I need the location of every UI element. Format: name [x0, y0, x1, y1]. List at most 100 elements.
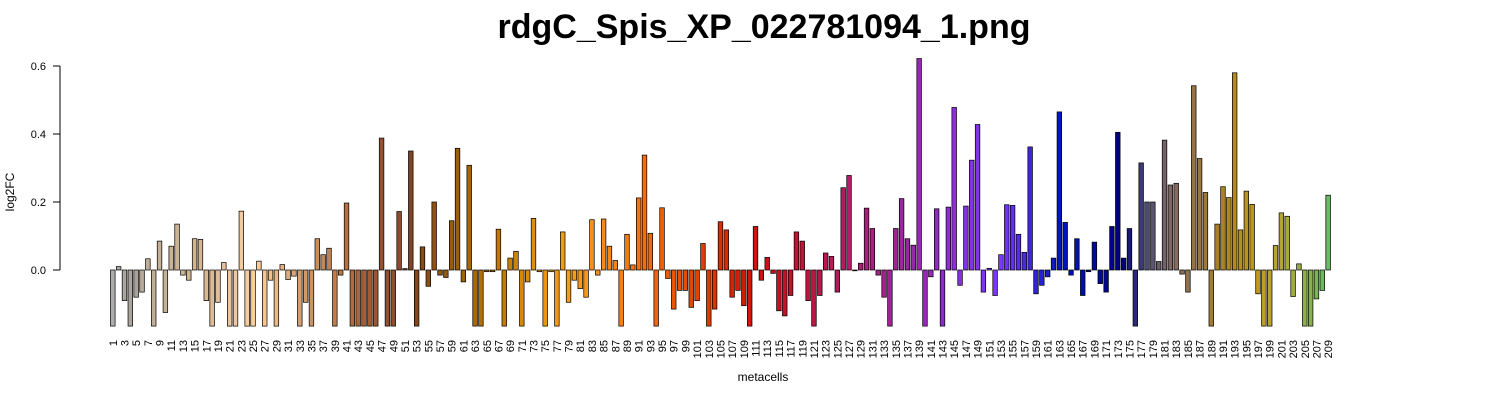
x-tick-label: 55 [423, 340, 435, 352]
bar-metacell-209 [1325, 194, 1331, 271]
bar-metacell-154 [1004, 204, 1010, 271]
x-tick-label: 63 [470, 340, 482, 352]
bar-metacell-120 [805, 269, 811, 301]
bar-metacell-172 [1109, 226, 1115, 271]
bar-metacell-124 [828, 256, 835, 271]
bar-metacell-34 [302, 269, 309, 303]
x-tick-label: 121 [809, 340, 821, 358]
bar-metacell-196 [1249, 204, 1255, 271]
x-tick-label: 163 [1054, 340, 1066, 358]
bar-metacell-41 [343, 202, 350, 271]
bar-metacell-38 [326, 247, 332, 271]
bar-metacell-18 [209, 269, 215, 327]
bar-metacell-164 [1062, 222, 1068, 271]
bar-metacell-20 [221, 262, 227, 271]
bar-metacell-151 [986, 267, 992, 271]
bar-metacell-4 [127, 269, 133, 327]
bar-metacell-171 [1103, 269, 1109, 293]
bar-metacell-139 [916, 58, 922, 271]
x-tick-label: 89 [622, 340, 634, 352]
bar-metacell-143 [939, 269, 946, 327]
x-tick-label: 181 [1160, 340, 1172, 358]
x-tick-label: 177 [1136, 340, 1148, 358]
bar-metacell-53 [413, 269, 420, 327]
bar-metacell-79 [565, 269, 572, 303]
bar-metacell-141 [928, 269, 934, 278]
x-tick-label: 191 [1218, 340, 1230, 358]
x-tick-label: 203 [1288, 340, 1300, 358]
bar-metacell-93 [647, 232, 654, 271]
bar-metacell-92 [641, 154, 648, 271]
bar-metacell-134 [887, 269, 893, 327]
bar-metacell-55 [425, 269, 431, 287]
bar-metacell-63 [472, 269, 478, 327]
bar-metacell-82 [583, 269, 589, 298]
x-tick-label: 207 [1311, 340, 1323, 358]
bar-metacell-9 [156, 240, 163, 271]
bar-metacell-46 [373, 269, 379, 327]
bar-metacell-99 [682, 269, 689, 291]
x-tick-label: 19 [213, 340, 225, 352]
bar-metacell-43 [355, 269, 361, 327]
bar-metacell-30 [279, 264, 285, 271]
bar-metacell-131 [869, 228, 876, 271]
x-tick-label: 155 [1008, 340, 1020, 358]
x-tick-label: 1 [108, 340, 120, 346]
bar-metacell-158 [1027, 146, 1033, 271]
x-tick-label: 45 [365, 340, 377, 352]
bar-metacell-94 [653, 269, 659, 327]
x-tick-label: 135 [891, 340, 903, 358]
x-tick-label: 193 [1230, 340, 1242, 358]
bar-metacell-17 [203, 269, 209, 301]
x-tick-label: 21 [225, 340, 237, 352]
bar-metacell-73 [530, 217, 537, 271]
bar-metacell-72 [524, 269, 531, 283]
bar-metacell-25 [250, 269, 256, 327]
bar-metacell-126 [840, 187, 846, 271]
bar-metacell-107 [729, 269, 735, 298]
bar-metacell-113 [764, 257, 770, 271]
x-tick-label: 165 [1066, 340, 1078, 358]
bar-metacell-145 [951, 107, 957, 271]
x-tick-label: 199 [1265, 340, 1277, 358]
x-tick-label: 81 [575, 340, 587, 352]
bar-metacell-7 [145, 258, 151, 271]
bar-metacell-85 [600, 218, 607, 271]
bar-metacell-15 [191, 238, 198, 271]
x-tick-label: 85 [599, 340, 611, 352]
bar-metacell-198 [1261, 269, 1267, 327]
x-tick-label: 115 [774, 340, 786, 358]
bar-metacell-22 [232, 269, 239, 327]
x-tick-label: 149 [973, 340, 985, 358]
bar-metacell-111 [752, 226, 759, 271]
bar-metacell-178 [1144, 201, 1150, 271]
bar-metacell-10 [162, 269, 169, 313]
bar-metacell-32 [291, 269, 297, 277]
bar-metacell-147 [963, 205, 969, 271]
x-tick-label: 173 [1113, 340, 1125, 358]
bar-metacell-112 [758, 269, 765, 281]
bar-metacell-54 [419, 246, 426, 271]
bar-metacell-185 [1185, 269, 1191, 293]
x-tick-label: 73 [529, 340, 541, 352]
bar-metacell-5 [133, 269, 139, 298]
x-tick-label: 107 [727, 340, 739, 358]
bar-metacell-129 [858, 262, 864, 271]
bar-metacell-86 [606, 245, 613, 271]
bar-metacell-90 [630, 264, 636, 271]
x-tick-label: 147 [961, 340, 973, 358]
x-tick-label: 125 [832, 340, 844, 358]
bar-metacell-51 [402, 268, 408, 271]
x-tick-label: 113 [762, 340, 774, 358]
bar-metacell-150 [980, 269, 987, 293]
bar-metacell-35 [308, 269, 315, 327]
bar-metacell-153 [998, 254, 1004, 271]
bar-metacell-203 [1290, 269, 1296, 297]
x-tick-label: 97 [669, 340, 681, 352]
bar-metacell-60 [454, 147, 461, 271]
bar-series [110, 58, 1331, 327]
bar-metacell-157 [1021, 251, 1027, 271]
x-tick-label: 53 [412, 340, 424, 352]
x-tick-label: 105 [715, 340, 727, 358]
